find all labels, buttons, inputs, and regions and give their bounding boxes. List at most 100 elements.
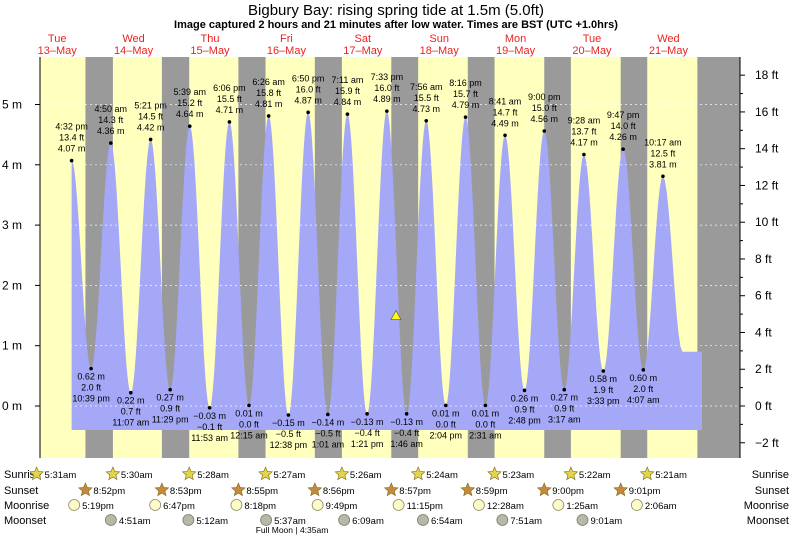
low-tide-metres: −0.14 m (311, 417, 344, 427)
sunrise-time: 5:22am (579, 470, 611, 481)
moonrise-time: 9:49pm (326, 501, 358, 512)
high-tide-feet: 15.0 ft (532, 103, 558, 113)
high-tide-feet: 15.7 ft (453, 89, 479, 99)
moonset-time: 4:51am (119, 516, 151, 527)
moonset-icon (496, 514, 509, 526)
low-tide-time: 2:31 am (469, 430, 502, 440)
high-tide-feet: 15.2 ft (177, 98, 203, 108)
chart-title: Bigbury Bay: rising spring tide at 1.5m … (248, 2, 544, 19)
sunrise-icon (105, 466, 121, 481)
high-tide-time: 9:28 am (568, 116, 601, 126)
moonrise-icon (392, 499, 405, 511)
day-date: 21–May (649, 45, 689, 57)
moonset-time: 9:01am (591, 516, 623, 527)
low-tide-metres: 0.01 m (472, 408, 500, 418)
sunrise-time: 5:24am (426, 470, 458, 481)
low-tide-metres: −0.13 m (390, 417, 423, 427)
sunrise-time: 5:30am (121, 470, 153, 481)
sunrise-icon (487, 466, 502, 481)
tide-point (286, 413, 291, 417)
low-tide-feet: −0.4 ft (354, 428, 380, 438)
right-tick-label: −2 ft (755, 436, 779, 450)
right-tick-label: 14 ft (755, 142, 779, 156)
tide-point (108, 141, 113, 145)
high-tide-feet: 14.7 ft (493, 107, 519, 117)
day-name: Tue (48, 33, 67, 45)
right-tick-label: 18 ft (755, 68, 779, 82)
tide-point (503, 133, 507, 138)
right-tick-label: 2 ft (755, 362, 772, 376)
high-tide-time: 6:06 pm (213, 83, 246, 93)
high-tide-feet: 16.0 ft (296, 84, 322, 94)
moonrise-icon (472, 499, 485, 511)
high-tide-time: 10:17 am (644, 137, 682, 147)
sunset-time: 9:01pm (629, 486, 661, 497)
high-tide-feet: 13.4 ft (59, 133, 85, 143)
moonset-icon (417, 514, 429, 526)
low-tide-metres: 0.60 m (630, 373, 658, 383)
low-tide-time: 12:38 pm (270, 440, 308, 450)
left-tick-label: 1 m (2, 339, 22, 353)
tide-point (148, 137, 153, 142)
day-name: Mon (505, 33, 526, 45)
low-tide-feet: −0.1 ft (197, 422, 223, 432)
high-tide-metres: 4.87 m (294, 95, 322, 105)
sunset-icon (613, 482, 629, 497)
sunrise-time: 5:28am (197, 470, 229, 481)
high-tide-time: 9:47 pm (607, 110, 640, 120)
low-tide-metres: 0.01 m (432, 408, 460, 418)
tide-point (266, 114, 271, 118)
tide-point (227, 120, 232, 124)
low-tide-feet: 0.9 ft (554, 404, 575, 414)
low-tide-feet: 0.9 ft (160, 404, 181, 414)
left-tick-label: 0 m (2, 399, 22, 413)
low-tide-time: 1:01 am (312, 439, 345, 449)
tide-point (542, 129, 547, 133)
row-label-sunset: Sunset (4, 485, 38, 497)
low-tide-time: 11:53 am (191, 433, 228, 443)
sunrise-time: 5:21am (655, 470, 687, 481)
tide-curve (71, 111, 703, 430)
tide-point (443, 403, 448, 408)
moonrise-time: 5:19pm (82, 501, 114, 512)
right-tick-label: 10 ft (755, 215, 779, 229)
low-tide-feet: 0.0 ft (475, 419, 496, 429)
day-name: Fri (280, 33, 293, 45)
high-tide-time: 4:50 am (95, 104, 128, 114)
moonrise-icon (630, 499, 643, 511)
tide-point (385, 109, 389, 113)
moonrise-time: 11:15pm (407, 501, 443, 512)
right-tick-label: 8 ft (755, 252, 772, 266)
low-tide-time: 11:29 pm (152, 415, 189, 425)
moonrise-icon (230, 499, 243, 511)
sunset-time: 8:56pm (323, 486, 355, 497)
low-tide-feet: 0.0 ft (239, 419, 260, 429)
high-tide-feet: 15.5 ft (217, 94, 243, 104)
moonset-time: 6:09am (352, 516, 384, 527)
tide-point (483, 403, 488, 408)
low-tide-metres: 0.27 m (550, 393, 578, 403)
moonrise-time: 2:06am (645, 501, 677, 512)
tide-point (463, 115, 468, 119)
sunset-icon (230, 482, 246, 497)
high-tide-time: 7:11 am (332, 75, 364, 85)
high-tide-time: 5:21 pm (134, 100, 167, 110)
high-tide-metres: 4.07 m (58, 144, 86, 154)
high-tide-metres: 4.26 m (609, 132, 637, 142)
high-tide-metres: 4.49 m (491, 118, 519, 128)
low-tide-metres: −0.13 m (351, 417, 384, 427)
high-tide-feet: 14.5 ft (138, 111, 164, 121)
row-label-sunrise-right: Sunrise (752, 469, 789, 481)
tide-point (661, 174, 665, 179)
tide-point (365, 412, 369, 416)
tide-area (71, 111, 703, 430)
row-label-moonset: Moonset (4, 515, 46, 527)
low-tide-feet: 0.0 ft (436, 419, 457, 429)
low-tide-feet: 2.0 ft (81, 383, 102, 393)
high-tide-metres: 4.81 m (255, 99, 283, 109)
day-date: 13–May (38, 45, 78, 57)
right-tick-label: 4 ft (755, 325, 772, 339)
current-tide-marker (390, 309, 402, 320)
sunset-time: 8:53pm (170, 486, 202, 497)
